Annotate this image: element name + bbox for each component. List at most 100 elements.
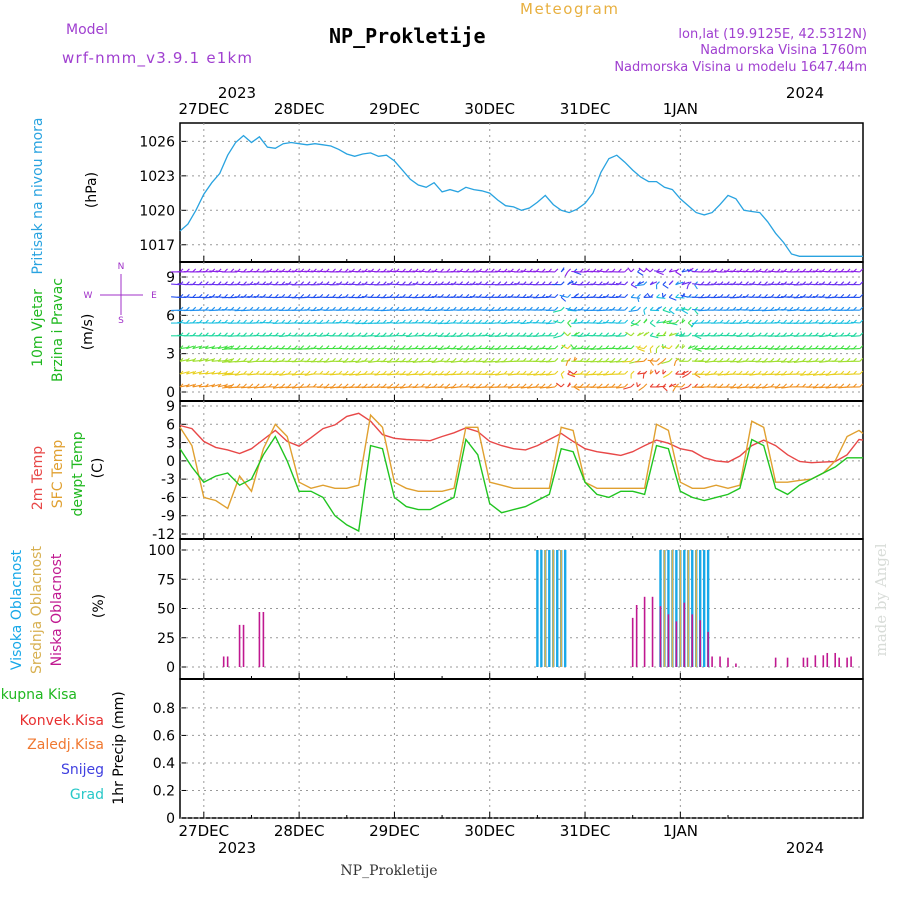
wind-arrow-head (808, 383, 813, 388)
wind-arrow-head (592, 357, 597, 362)
wind-arrow (596, 322, 606, 325)
wind-arrow-head (560, 383, 565, 388)
wind-arrow-head (497, 306, 502, 311)
wind-arrow-head (274, 370, 279, 375)
wind-arrow-head (751, 383, 756, 388)
wind-arrow-head (294, 357, 298, 362)
wind-arrow (348, 360, 358, 363)
wind-arrow (545, 348, 555, 350)
wind-ylabel-name2: Brzina i Pravac (50, 278, 66, 382)
wind-arrow-head (478, 370, 482, 375)
wind-arrow-head (281, 332, 286, 337)
wind-arrow-head (198, 370, 203, 375)
wind-arrow-head (382, 357, 387, 362)
wind-arrow (247, 296, 257, 298)
wind-arrow (615, 296, 625, 298)
precip-tick-label: 0.6 (153, 728, 175, 744)
wind-arrow-head (808, 306, 813, 311)
wind-arrow-head (294, 294, 298, 298)
wind-arrow-head (389, 345, 394, 349)
precip-tick-label: 0.2 (153, 783, 175, 799)
wind-arrow-head (306, 370, 311, 375)
wind-arrow-head (325, 383, 330, 388)
wind-arrow (825, 334, 835, 337)
wind-arrow (406, 270, 416, 273)
wind-arrow-head (529, 345, 533, 349)
top-year-2023: 2023 (218, 84, 256, 102)
wind-arrow-head (389, 370, 394, 375)
wind-arrow-head (745, 370, 749, 375)
wind-arrow-head (675, 370, 679, 375)
wind-arrow-head (560, 268, 565, 273)
wind-arrow-head (478, 383, 482, 388)
wind-arrow-head (357, 370, 362, 375)
top-day-label: 28DEC (274, 100, 325, 118)
wind-arrow (590, 270, 600, 273)
wind-arrow-head (605, 370, 610, 375)
wind-arrow (437, 386, 447, 388)
wind-arrow-head (656, 281, 660, 286)
wind-arrow-head (300, 383, 305, 388)
pressure-line (179, 134, 863, 257)
wind-arrow-head (834, 345, 838, 349)
wind-arrow-head (243, 319, 247, 324)
wind-arrow-head (624, 370, 629, 375)
wind-arrow-head (554, 357, 559, 362)
wind-arrow-head (586, 306, 590, 311)
wind-arrow-head (274, 319, 279, 324)
wind-arrow-head (478, 319, 482, 324)
wind-arrow (437, 335, 447, 337)
wind-arrow-head (484, 319, 489, 324)
wind-arrow-head (821, 383, 826, 388)
wind-arrow (583, 348, 594, 350)
wind-arrow-head (548, 383, 552, 388)
wind-arrow-head (421, 345, 425, 349)
wind-arrow-head (274, 383, 279, 388)
wind-arrow-head (783, 345, 787, 349)
wind-arrow-head (402, 306, 406, 311)
wind-arrow-head (643, 281, 648, 286)
cloud-tick-label: 50 (157, 602, 175, 618)
wind-arrow-head (179, 306, 184, 311)
temp-series (179, 412, 864, 464)
wind-arrow-head (662, 306, 667, 311)
legend-snow: Snijeg (61, 762, 104, 778)
wind-arrow-head (649, 294, 654, 298)
wind-arrow-head (294, 370, 298, 375)
wind-arrow (675, 296, 685, 299)
wind-arrow (616, 386, 625, 389)
wind-arrow-head (859, 370, 864, 375)
wind-arrow (730, 360, 740, 363)
temp-tick-label: -6 (161, 490, 175, 506)
wind-arrow-head (186, 357, 190, 362)
wind-arrow-head (363, 370, 368, 375)
wind-arrow (198, 346, 208, 350)
wind-arrow (291, 348, 301, 350)
cloud-ticks: 100 75 50 25 0 (148, 543, 863, 676)
wind-arrow (570, 344, 575, 349)
wind-arrow-head (522, 370, 527, 375)
wind-arrow-head (363, 383, 368, 388)
wind-arrow-head (846, 383, 851, 388)
wind-arrow-head (630, 281, 635, 286)
wind-arrow-head (243, 306, 247, 311)
wind-arrow-head (649, 268, 654, 273)
wind-arrow-head (821, 319, 826, 324)
wind-arrow-head (554, 332, 559, 337)
wind-arrow-head (268, 345, 273, 349)
wind-arrow (672, 386, 677, 392)
wind-arrow-head (840, 383, 845, 388)
wind-arrow-head (789, 383, 794, 388)
wind-arrow-head (668, 306, 673, 311)
legend-total-precip: Ukupna Kisa (0, 687, 77, 703)
wind-arrow-head (382, 306, 387, 311)
wind-arrow (205, 358, 214, 362)
wind-arrow (609, 283, 619, 286)
wind-arrow (711, 283, 721, 286)
wind-arrow (781, 308, 790, 311)
wind-arrow-head (306, 357, 311, 362)
wind-arrow-head (351, 370, 355, 375)
wind-arrow (406, 360, 416, 363)
pressure-ticks: 1026 1023 1020 1017 (139, 134, 863, 254)
wind-arrow (209, 270, 219, 273)
